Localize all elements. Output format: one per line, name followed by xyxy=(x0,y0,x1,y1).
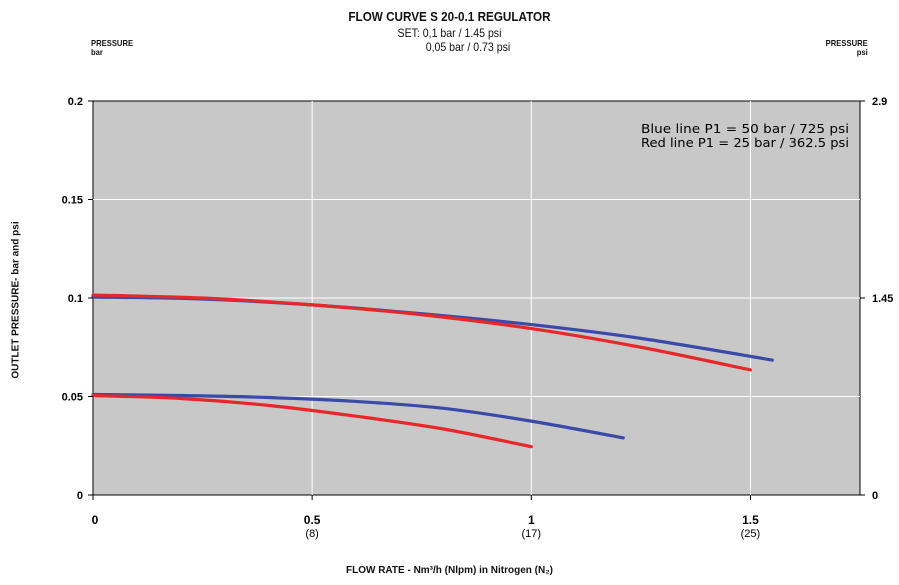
left-axis-unit-line2: bar xyxy=(91,47,103,57)
x-tick-sublabel-2: (17) xyxy=(522,528,542,540)
series-line-3 xyxy=(91,393,533,449)
left-axis-unit: PRESSURE bar xyxy=(91,39,133,57)
legend-line-0: Blue line P1 = 50 bar / 725 psi xyxy=(641,122,849,136)
x-tick-label-3: 1.5 xyxy=(742,513,759,527)
right-axis-unit: PRESSURE psi xyxy=(826,39,868,57)
x-tick-label-1: 0.5 xyxy=(304,513,321,527)
chart-title: FLOW CURVE S 20-0.1 REGULATOR xyxy=(348,9,551,24)
legend-line-1: Red line P1 = 25 bar / 362.5 psi xyxy=(641,136,849,150)
y-tick-label-3: 0.15 xyxy=(62,195,83,207)
y2-tick-label-1: 1.45 xyxy=(872,293,893,305)
set-line-2: 0,05 bar / 0.73 psi xyxy=(425,40,511,54)
y-tick-label-4: 0.2 xyxy=(68,96,83,108)
data-series xyxy=(91,293,774,449)
set-point-note: SET: 0,1 bar / 1.45 psi 0,05 bar / 0.73 … xyxy=(54,26,845,54)
y-tick-label-2: 0.1 xyxy=(68,293,83,305)
x-axis-title: FLOW RATE - Nm³/h (Nlpm) in Nitrogen (N₂… xyxy=(345,565,553,576)
series-line-2 xyxy=(91,392,625,440)
left-axis-unit-line1: PRESSURE xyxy=(91,38,134,48)
right-axis-unit-line2: psi xyxy=(856,47,868,57)
x-tick-sublabel-3: (25) xyxy=(741,528,761,540)
axis-ticks: 0 0.05 0.1 0.15 0.2 0 1.45 2.9 0 0.5(8) 1(17) 1.5(2… xyxy=(62,96,894,540)
set-line-1: SET: 0,1 bar / 1.45 psi xyxy=(397,26,502,40)
y2-tick-label-0: 0 xyxy=(872,490,878,502)
x-tick-sublabel-1: (8) xyxy=(305,528,318,540)
y-axis-title: OUTLET PRESSURE- bar and psi xyxy=(10,221,22,379)
x-tick-label-0: 0 xyxy=(92,513,99,527)
series-line-1 xyxy=(91,293,753,372)
y2-tick-label-2: 2.9 xyxy=(872,96,887,108)
right-axis-unit-line1: PRESSURE xyxy=(825,38,868,48)
y-tick-label-0: 0 xyxy=(77,490,83,502)
x-tick-label-2: 1 xyxy=(528,513,535,527)
y-tick-label-1: 0.05 xyxy=(62,392,83,404)
